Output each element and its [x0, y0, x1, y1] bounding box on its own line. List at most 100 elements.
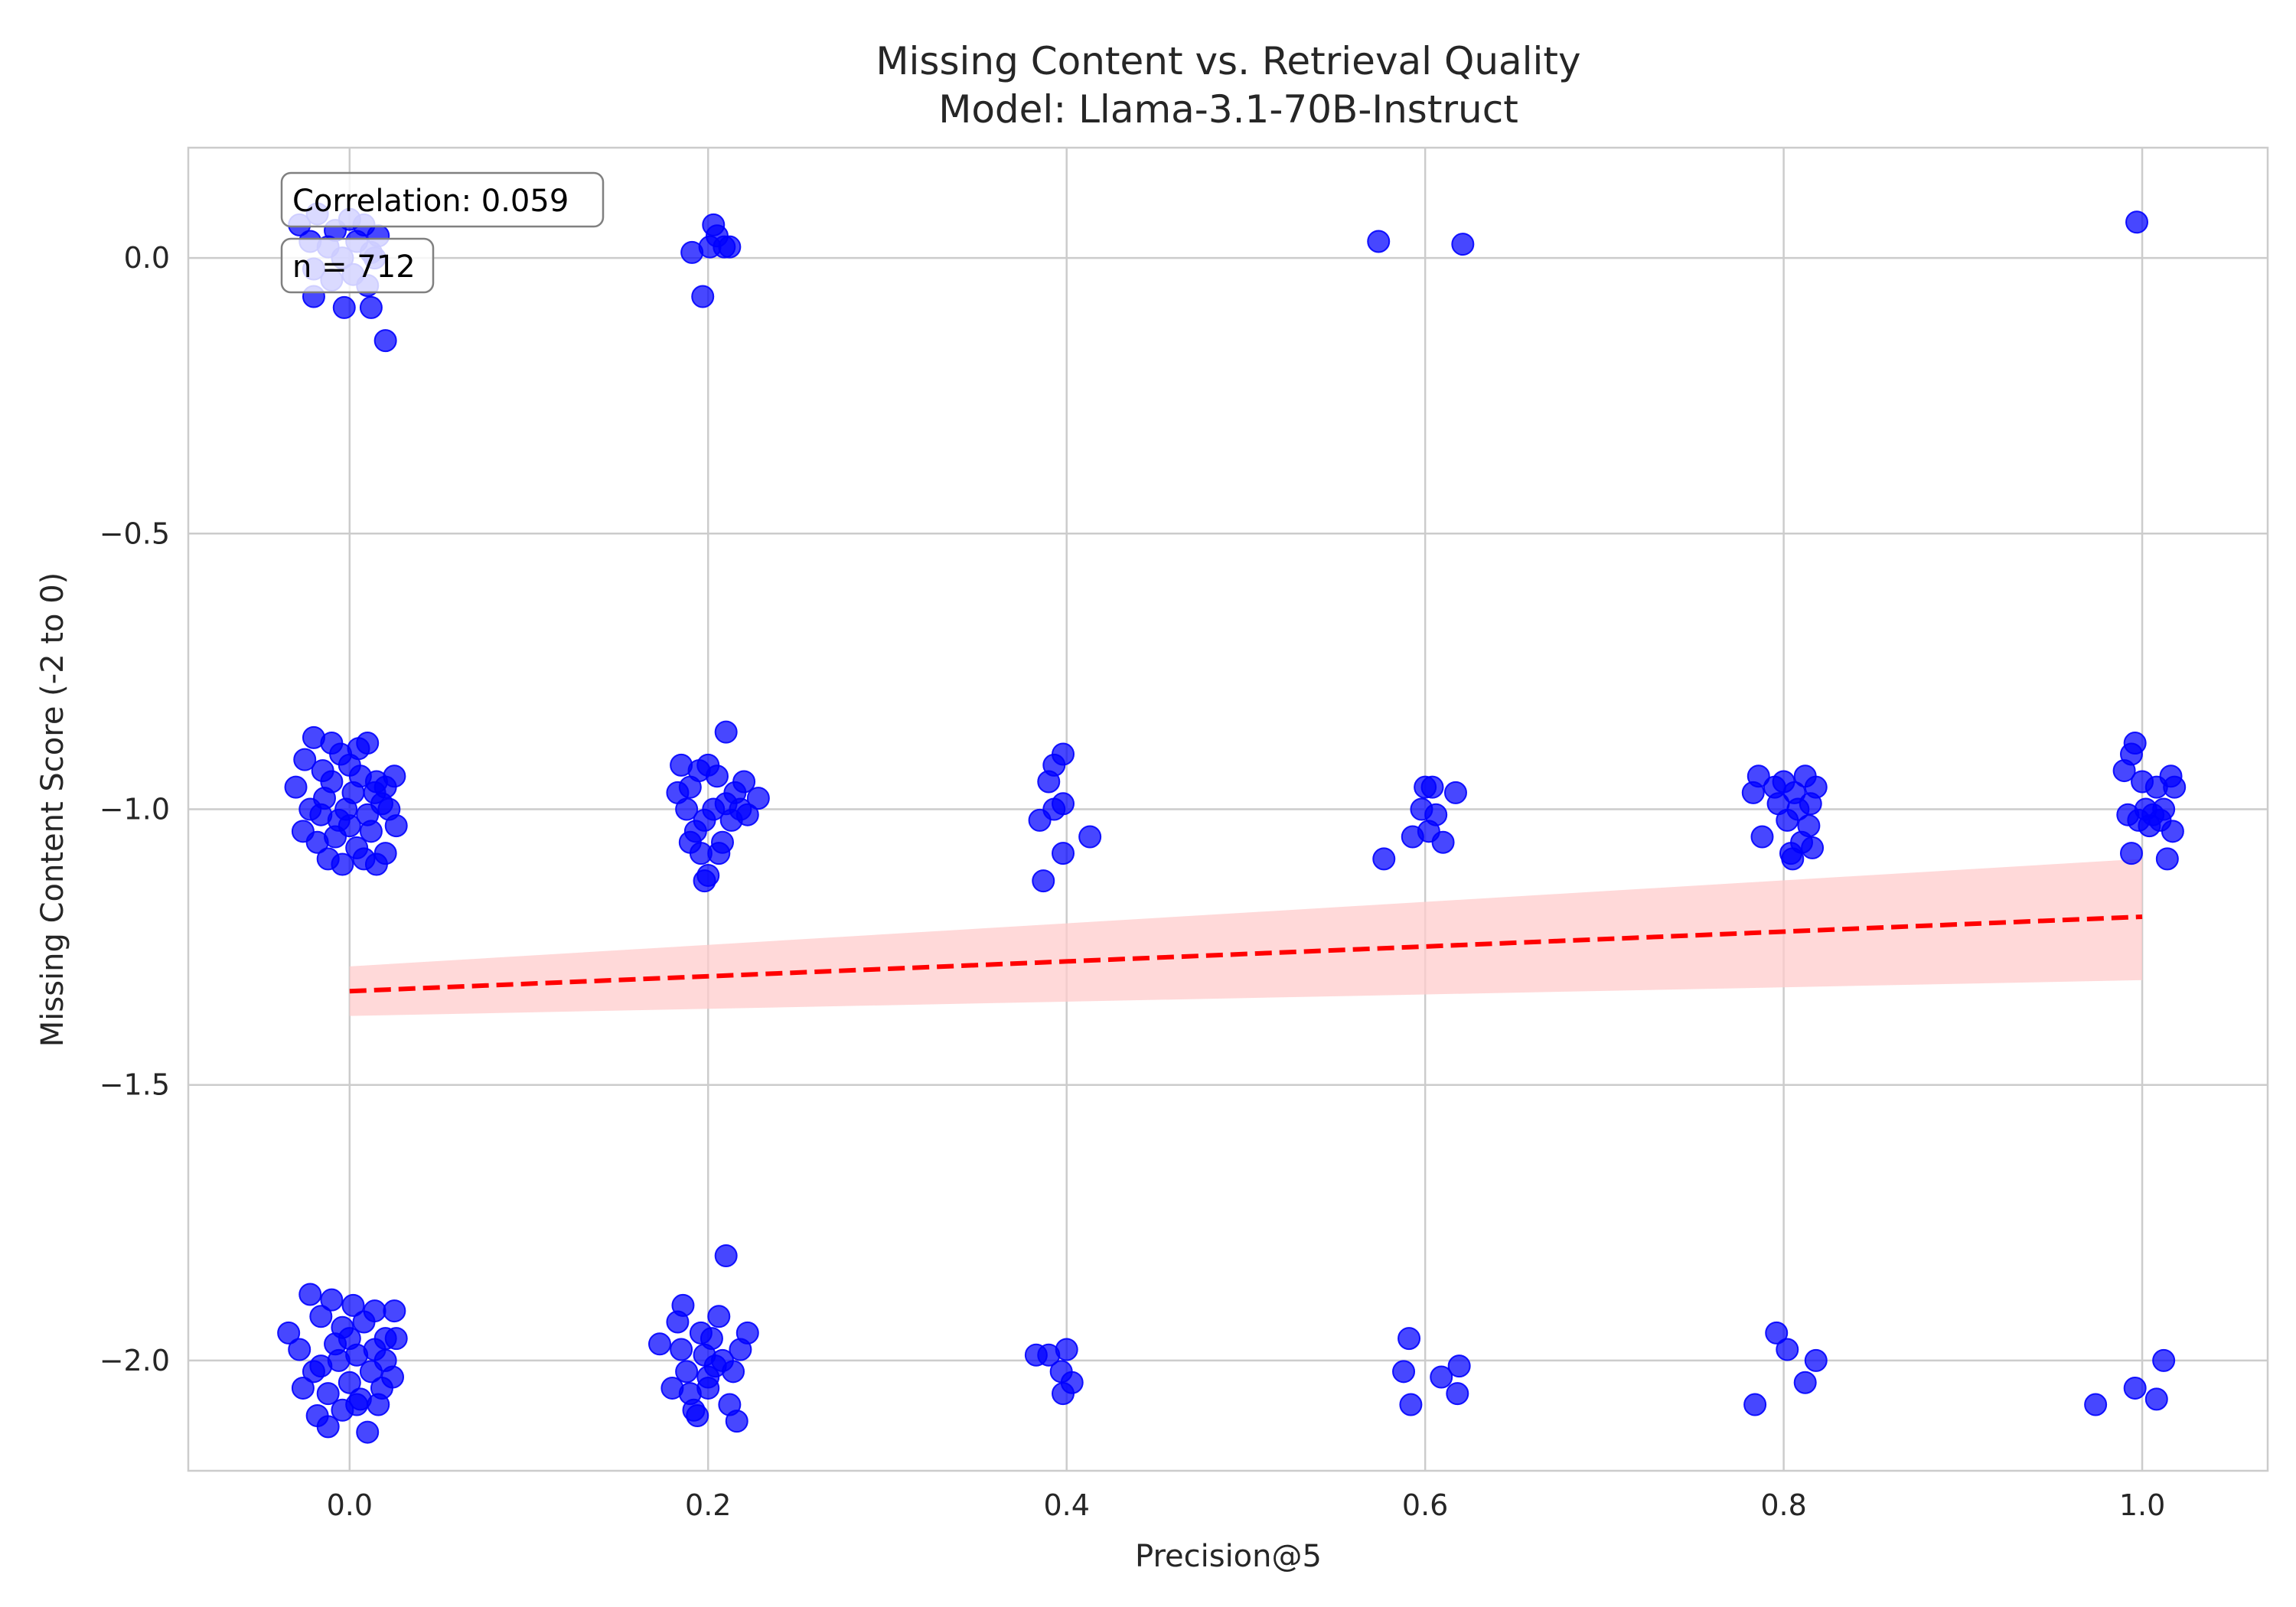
data-point: [705, 764, 729, 788]
data-point: [735, 1321, 759, 1345]
y-tick-label: −1.0: [99, 793, 170, 826]
x-tick-label: 0.8: [1760, 1488, 1806, 1522]
data-point: [1399, 1393, 1423, 1416]
data-point: [338, 1327, 361, 1351]
data-point: [332, 295, 356, 319]
x-tick-label: 0.0: [327, 1488, 373, 1522]
data-point: [309, 1354, 333, 1378]
data-point: [707, 842, 731, 865]
data-point: [714, 792, 738, 816]
y-tick-label: −1.5: [99, 1068, 170, 1102]
data-point: [293, 748, 317, 771]
count-annotation: n = 712: [280, 237, 435, 294]
data-point: [1447, 1354, 1471, 1378]
chart-title: Missing Content vs. Retrieval Quality: [876, 39, 1580, 83]
data-point: [356, 732, 380, 755]
data-point: [291, 1376, 315, 1400]
data-point: [1055, 1338, 1078, 1361]
data-point: [746, 787, 770, 810]
data-point: [696, 1376, 720, 1400]
data-point: [338, 814, 361, 838]
data-point: [1372, 847, 1396, 871]
data-point: [686, 1403, 709, 1427]
data-point: [356, 1420, 380, 1444]
data-point: [722, 1360, 745, 1384]
data-point: [1392, 1360, 1416, 1384]
confidence-band-layer: [349, 859, 2143, 1016]
y-tick-label: −2.0: [99, 1344, 170, 1377]
y-tick-labels: 0.0 −0.5 −1.0 −1.5 −2.0: [99, 241, 170, 1377]
data-point: [1032, 869, 1055, 893]
data-point: [363, 781, 386, 804]
data-point: [277, 1321, 301, 1345]
data-point: [1431, 830, 1455, 854]
data-point: [1804, 1348, 1828, 1372]
y-tick-label: −0.5: [99, 517, 170, 550]
data-point: [670, 1338, 693, 1361]
data-point: [320, 770, 344, 794]
data-point: [1052, 742, 1075, 766]
data-point: [284, 775, 308, 799]
data-point: [2161, 820, 2184, 843]
data-point: [1060, 1371, 1084, 1394]
data-point: [675, 1360, 699, 1384]
data-point: [1746, 764, 1770, 788]
plot-frame: [187, 146, 2269, 1472]
data-point: [2119, 842, 2143, 865]
data-point: [309, 1305, 333, 1328]
data-point: [288, 1338, 311, 1361]
data-point: [316, 1382, 340, 1406]
x-tick-label: 0.4: [1043, 1488, 1089, 1522]
data-point: [2144, 1387, 2168, 1411]
data-point: [693, 869, 716, 893]
data-point: [331, 852, 354, 876]
data-point: [320, 1288, 344, 1312]
data-point: [338, 1371, 361, 1394]
data-point: [309, 803, 333, 826]
data-point: [1781, 847, 1805, 871]
data-point: [714, 720, 738, 744]
x-tick-labels: 0.0 0.2 0.4 0.6 0.8 1.0: [327, 1488, 2166, 1522]
data-point: [345, 1393, 369, 1416]
data-point: [341, 1293, 365, 1317]
data-point: [1765, 1321, 1789, 1345]
y-tick-label: 0.0: [124, 241, 170, 275]
data-point: [1799, 792, 1822, 816]
data-point: [1052, 792, 1075, 816]
data-point: [383, 1299, 406, 1323]
data-point: [675, 797, 699, 821]
correlation-text: Correlation: 0.059: [292, 184, 569, 219]
data-point: [377, 797, 401, 821]
data-point: [1793, 1371, 1817, 1394]
data-point: [2152, 1348, 2176, 1372]
data-point: [316, 1415, 340, 1439]
data-point: [707, 1305, 731, 1328]
count-box: [280, 237, 435, 294]
data-point: [1397, 1327, 1421, 1351]
data-point: [1420, 775, 1444, 799]
data-point: [2155, 847, 2179, 871]
data-point: [359, 295, 383, 319]
data-point: [714, 1244, 738, 1268]
data-point: [298, 1283, 322, 1306]
x-tick-label: 0.6: [1402, 1488, 1448, 1522]
count-text: n = 712: [292, 249, 416, 285]
data-point: [2125, 210, 2149, 234]
data-point: [648, 1332, 672, 1356]
data-point: [373, 1348, 397, 1372]
data-point: [384, 1327, 408, 1351]
x-tick-label: 0.2: [685, 1488, 731, 1522]
data-point: [735, 803, 759, 826]
data-point: [2152, 797, 2176, 821]
data-point: [373, 329, 397, 353]
data-point: [2123, 1376, 2147, 1400]
data-point: [1797, 814, 1821, 838]
data-point: [2163, 775, 2187, 799]
data-point: [359, 820, 383, 843]
data-point: [1446, 1382, 1469, 1406]
data-point: [383, 764, 406, 788]
data-point: [1451, 233, 1475, 256]
data-point: [1052, 842, 1075, 865]
x-axis-label: Precision@5: [1135, 1539, 1322, 1574]
